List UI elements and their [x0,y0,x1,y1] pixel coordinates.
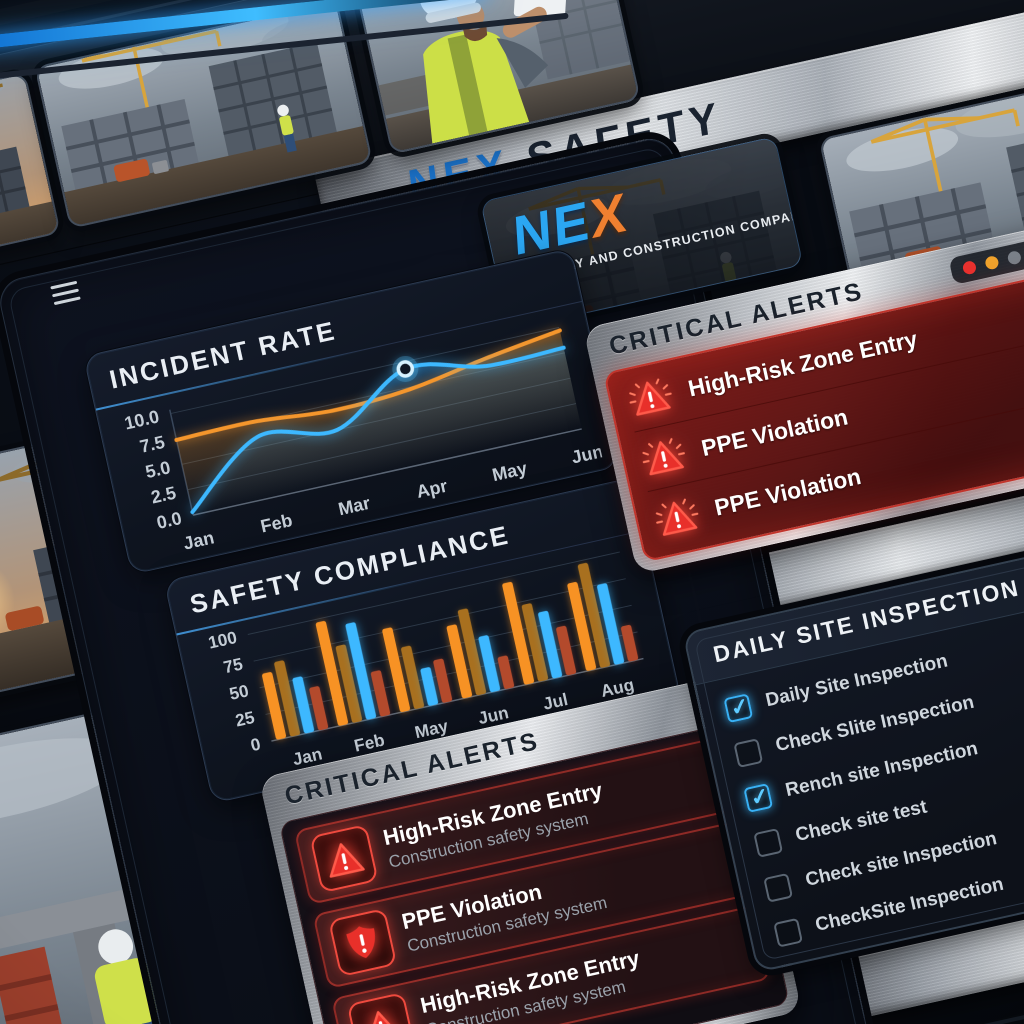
svg-text:Feb: Feb [259,510,295,536]
svg-text:Jun: Jun [570,441,606,467]
svg-text:10.0: 10.0 [123,406,162,433]
svg-text:May: May [490,458,529,485]
svg-text:100: 100 [206,627,238,653]
incident-rate-chart: 0.0 2.5 5.0 7.5 10.0 Jan Feb Mar Apr May Jun [96,302,620,581]
incident-rate-panel: INCIDENT RATE 0.0 2.5 5.0 7.5 10.0 Jan Feb Mar A… [83,247,620,575]
svg-text:0.0: 0.0 [155,508,184,533]
incident-line-chart-svg: 0.02.55.07.510.0 Jan Feb Mar Apr May Jun [123,326,606,554]
warning-triangle-icon [637,432,691,481]
safety-compliance-chart: 0 25 50 75 100 Jan Feb May Jun Jul Aug [177,531,681,802]
warning-triangle-icon [650,492,704,541]
warning-triangle-icon [320,836,367,881]
safety-compliance-panel: SAFETY COMPLIANCE 0 25 50 75 100 Jan Feb May Jun… [163,477,682,804]
svg-text:0: 0 [249,734,263,756]
shield-exclamation-icon [339,919,387,967]
checkbox[interactable] [743,782,774,813]
svg-text:75: 75 [222,654,245,678]
svg-text:Jan: Jan [181,527,216,553]
window-control-dot[interactable] [961,259,978,275]
svg-text:7.5: 7.5 [138,432,167,457]
svg-text:Apr: Apr [415,476,450,502]
checkbox[interactable] [753,827,783,858]
window-control-dot[interactable] [1006,249,1023,266]
svg-text:5.0: 5.0 [144,457,173,482]
window-control-dot[interactable] [984,254,1000,270]
warning-triangle-icon [358,1004,405,1024]
svg-text:50: 50 [227,680,250,704]
logo-text-x: X [588,181,630,251]
warning-triangle-icon [624,373,678,422]
checkbox[interactable] [773,917,803,948]
svg-text:Mar: Mar [336,493,372,519]
checkbox[interactable] [723,692,754,723]
alert-icon-tile [346,991,416,1024]
svg-text:2.5: 2.5 [149,483,178,508]
alert-icon-tile [309,823,379,894]
svg-text:25: 25 [233,707,256,731]
checkbox[interactable] [763,872,793,903]
checkbox[interactable] [733,737,764,768]
alert-icon-tile [328,907,398,978]
